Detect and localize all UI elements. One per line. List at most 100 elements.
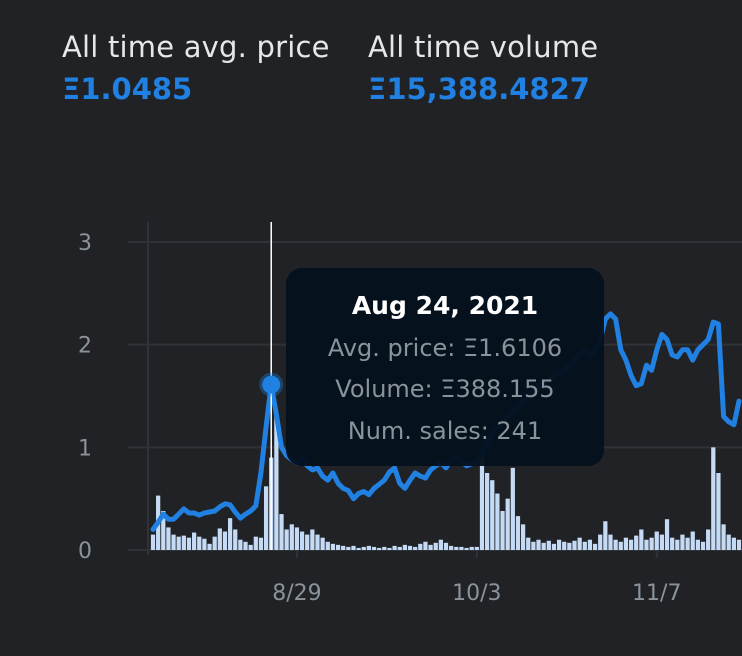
volume-bar <box>320 537 325 550</box>
volume-bar <box>536 539 541 550</box>
volume-bar <box>531 541 536 550</box>
volume-bar <box>598 534 603 550</box>
tooltip: Aug 24, 2021 Avg. price: Ξ1.6106 Volume:… <box>286 268 604 466</box>
volume-bar <box>618 541 623 550</box>
volume-bar <box>377 547 382 550</box>
volume-bar <box>459 546 464 550</box>
volume-bar <box>654 531 659 550</box>
volume-bar <box>639 529 644 550</box>
volume-bar <box>438 539 443 550</box>
volume-bar <box>279 514 284 550</box>
tooltip-avg-price: Avg. price: Ξ1.6106 <box>328 334 562 362</box>
volume-bar <box>490 480 495 550</box>
volume-bar <box>479 457 485 550</box>
volume-bar <box>443 542 449 550</box>
volume-bar <box>670 537 675 550</box>
volume-bar <box>685 537 690 550</box>
volume-bar <box>207 543 212 550</box>
volume-bars <box>150 416 742 550</box>
volume-bar <box>243 541 248 550</box>
volume-bar <box>294 527 300 550</box>
volume-bar <box>299 531 305 550</box>
y-axis: 0 1 2 3 <box>78 231 92 564</box>
volume-bar <box>387 547 392 550</box>
volume-bar <box>731 537 736 550</box>
volume-bar <box>258 537 264 550</box>
volume-bar <box>515 516 521 550</box>
volume-stat: All time volume Ξ15,388.4827 <box>368 30 598 106</box>
y-tick-label: 2 <box>78 334 92 359</box>
volume-bar <box>305 534 310 550</box>
volume-value: Ξ15,388.4827 <box>368 72 590 106</box>
volume-bar <box>634 535 639 550</box>
volume-bar <box>233 529 238 550</box>
volume-bar <box>572 540 577 550</box>
volume-bar <box>500 510 505 550</box>
volume-bar <box>623 537 629 550</box>
volume-bar <box>711 447 716 550</box>
volume-bar <box>227 518 233 550</box>
volume-bar <box>366 545 372 550</box>
volume-bar <box>335 544 341 550</box>
volume-bar <box>150 534 156 550</box>
volume-bar <box>186 537 192 550</box>
volume-bar <box>418 543 423 550</box>
volume-bar <box>505 498 510 550</box>
volume-bar <box>541 542 546 550</box>
volume-bar <box>161 510 166 550</box>
volume-bar <box>520 524 526 550</box>
volume-bar <box>695 539 700 550</box>
volume-bar <box>706 529 711 550</box>
volume-bar <box>202 538 207 550</box>
volume-bar <box>356 547 361 550</box>
volume-bar <box>238 539 243 550</box>
tooltip-background <box>286 268 604 466</box>
volume-bar <box>382 546 387 550</box>
volume-bar <box>315 534 320 550</box>
volume-bar <box>284 529 289 550</box>
volume-bar <box>392 545 397 550</box>
volume-bar <box>721 524 726 550</box>
volume-bar <box>469 546 474 550</box>
volume-bar <box>212 536 217 550</box>
avg-price-label: All time avg. price <box>62 30 330 64</box>
hover-point <box>259 372 284 397</box>
volume-bar <box>433 542 438 550</box>
volume-bar <box>644 539 649 550</box>
volume-bar <box>449 545 454 550</box>
volume-bar <box>330 543 336 550</box>
volume-bar <box>700 541 706 550</box>
volume-label: All time volume <box>368 30 599 64</box>
tooltip-volume: Volume: Ξ388.155 <box>335 375 554 403</box>
volume-bar <box>341 545 346 550</box>
volume-bar <box>197 536 202 550</box>
volume-bar <box>495 493 500 550</box>
volume-bar <box>690 531 695 550</box>
volume-bar <box>181 535 186 550</box>
volume-bar <box>407 545 413 550</box>
volume-bar <box>361 546 366 550</box>
volume-bar <box>263 486 269 550</box>
volume-bar <box>253 536 258 550</box>
y-tick-label: 0 <box>78 539 92 564</box>
tooltip-title: Aug 24, 2021 <box>352 291 538 320</box>
volume-bar <box>248 544 253 550</box>
volume-bar <box>474 546 479 550</box>
volume-bar <box>454 546 459 550</box>
volume-bar <box>562 541 567 550</box>
volume-bar <box>222 531 228 550</box>
volume-bar <box>546 540 551 550</box>
volume-bar <box>526 537 531 550</box>
volume-bar <box>628 539 634 550</box>
volume-bar <box>274 416 279 550</box>
volume-bar <box>428 544 433 550</box>
volume-bar <box>649 537 654 550</box>
volume-bar <box>664 519 670 550</box>
volume-bar <box>485 473 490 550</box>
volume-bar <box>551 543 557 550</box>
volume-bar <box>567 542 572 550</box>
volume-bar <box>413 546 418 550</box>
volume-bar <box>166 527 171 550</box>
avg-price-stat: All time avg. price Ξ1.0485 <box>62 30 330 106</box>
